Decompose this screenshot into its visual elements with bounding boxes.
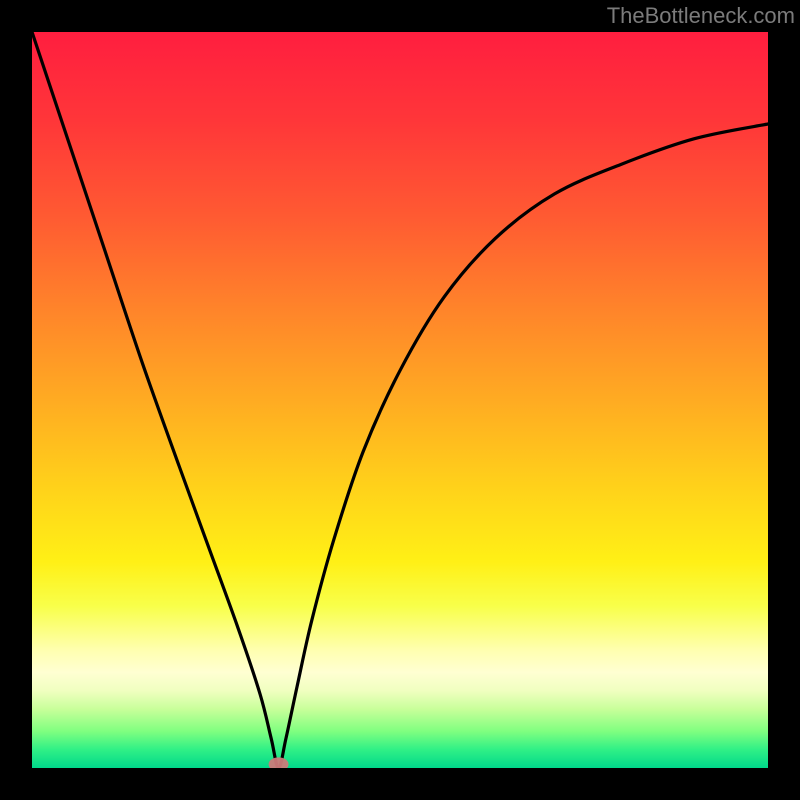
chart-container bbox=[32, 32, 768, 768]
watermark-text: TheBottleneck.com bbox=[607, 3, 795, 29]
bottleneck-chart bbox=[32, 32, 768, 768]
plot-background bbox=[32, 32, 768, 768]
